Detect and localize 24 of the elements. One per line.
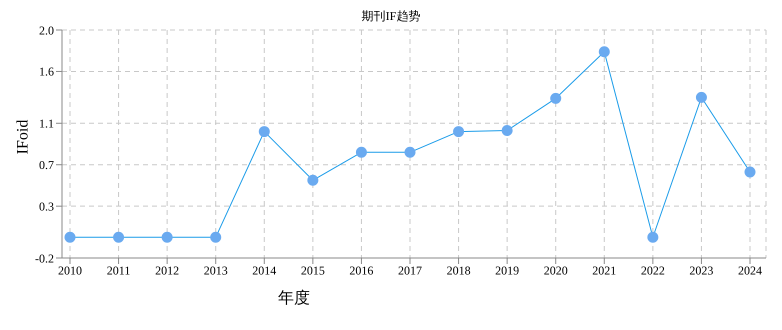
x-tick-label: 2020 [544,264,568,278]
x-tick-label: 2010 [58,264,82,278]
y-axis-title: IFoid [14,120,32,154]
y-tick-label: -0.2 [35,251,54,266]
x-tick-label: 2015 [300,264,325,278]
y-tick-label: 2.0 [39,23,54,38]
x-tick-label: 2019 [495,264,520,278]
x-axis-title: 年度 [278,288,310,309]
x-tick-label: 2021 [592,264,616,278]
y-tick-label: 0.3 [39,199,54,214]
x-tick-label: 2016 [349,264,374,278]
x-tick-label: 2013 [204,264,228,278]
x-tick-label: 2023 [689,264,714,278]
x-tick-label: 2012 [155,264,180,278]
chart-title: 期刊IF趋势 [360,8,422,25]
x-tick-label: 2018 [446,264,471,278]
y-tick-label: 0.7 [39,158,54,172]
x-tick-label: 2014 [252,264,276,278]
x-tick-label: 2017 [398,264,422,278]
x-tick-label: 2024 [738,264,762,278]
x-tick-label: 2022 [640,264,665,278]
y-tick-label: 1.6 [39,64,54,79]
y-tick-label: 1.1 [39,116,54,131]
x-tick-label: 2011 [106,264,130,278]
